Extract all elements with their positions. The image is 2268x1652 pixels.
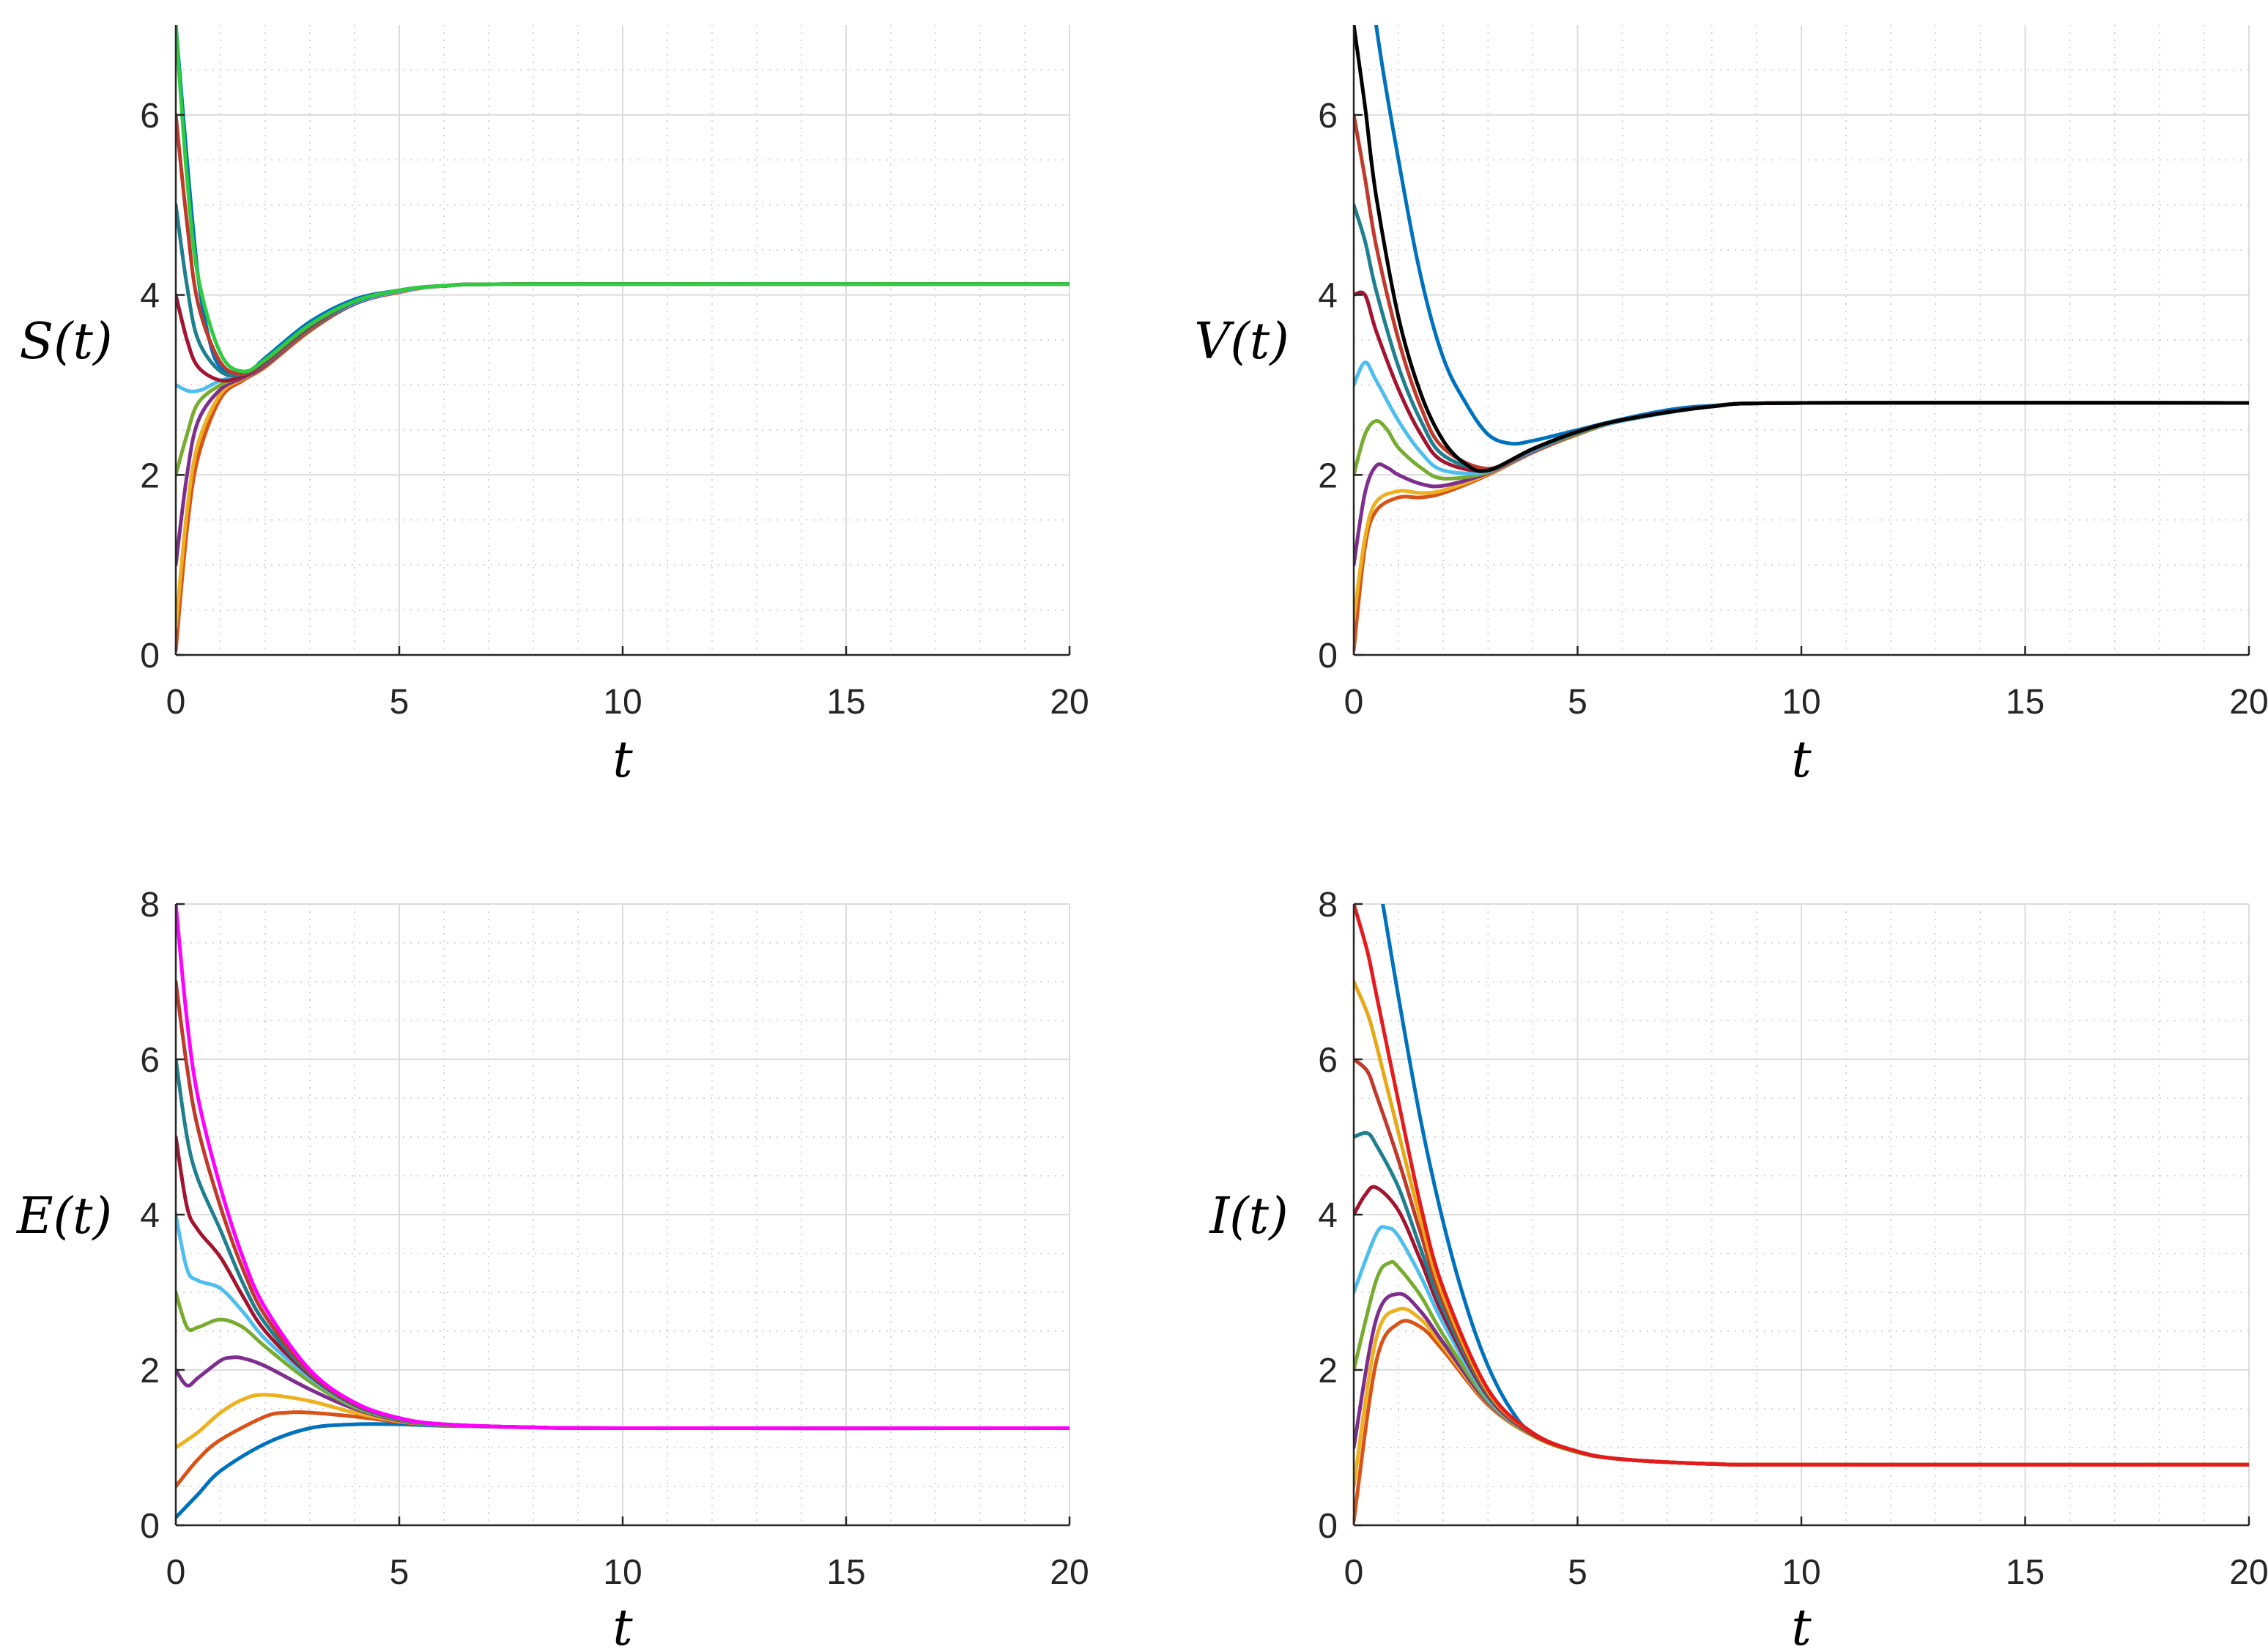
y-tick-label: 2 [140, 456, 160, 495]
x-axis-label: t [1791, 731, 1812, 789]
y-axis-label: I(t) [1208, 1188, 1288, 1245]
y-tick-label: 6 [140, 97, 160, 136]
series-group [176, 904, 1070, 1519]
x-tick-label: 10 [1782, 1553, 1820, 1592]
grid [176, 25, 1070, 655]
x-axis-label: t [612, 731, 633, 789]
y-tick-label: 4 [1318, 277, 1338, 316]
y-axis-label: E(t) [15, 1188, 112, 1245]
y-tick-label: 8 [140, 886, 160, 925]
y-tick-label: 0 [1318, 1507, 1338, 1546]
subplot-v: 0 5 10 15 20 0 2 4 6 V(t) t [1194, 25, 2268, 789]
y-tick-label: 2 [1318, 456, 1338, 495]
x-tick-label: 15 [2006, 1553, 2045, 1592]
y-tick-label: 0 [140, 637, 160, 675]
subplot-s: 0 5 10 15 20 0 2 4 6 S(t) t [20, 25, 1089, 789]
y-axis-label: S(t) [20, 313, 113, 371]
grid [176, 903, 1070, 1525]
y-tick-label: 4 [1318, 1196, 1338, 1235]
y-tick-label: 4 [140, 277, 160, 316]
x-tick-label: 0 [1344, 1553, 1364, 1592]
x-tick-label: 5 [1568, 1553, 1587, 1592]
subplot-i: 0 5 10 15 20 0 2 4 6 8 I(t) t [1208, 886, 2268, 1652]
y-tick-label: 2 [1318, 1352, 1338, 1390]
y-tick-label: 2 [140, 1352, 160, 1390]
x-tick-label: 10 [1782, 683, 1820, 722]
y-tick-label: 0 [1318, 637, 1338, 675]
series-group [1354, 904, 2249, 1524]
x-tick-label: 20 [1050, 1553, 1089, 1592]
y-tick-label: 6 [140, 1041, 160, 1080]
y-tick-label: 6 [1318, 97, 1338, 136]
subplot-e: 0 5 10 15 20 0 2 4 6 8 E(t) t [15, 886, 1089, 1652]
x-tick-label: 10 [603, 683, 642, 722]
x-tick-label: 5 [1568, 683, 1587, 722]
x-tick-label: 10 [603, 1553, 642, 1592]
series-group [1354, 25, 2249, 653]
y-tick-label: 4 [140, 1196, 160, 1235]
x-axis-label: t [1791, 1599, 1812, 1652]
x-tick-label: 15 [826, 1553, 865, 1592]
series-line-10 [176, 904, 1070, 1431]
series-group [176, 25, 1070, 653]
x-tick-label: 5 [390, 683, 410, 722]
grid [1354, 903, 2250, 1525]
x-tick-label: 5 [390, 1553, 410, 1592]
x-tick-label: 0 [166, 683, 186, 722]
x-tick-label: 20 [2229, 683, 2268, 722]
y-tick-label: 6 [1318, 1041, 1338, 1080]
series-line-10 [1354, 25, 2249, 473]
y-axis-label: V(t) [1194, 313, 1289, 371]
series-line-11 [1354, 904, 2249, 1467]
series-line-10 [176, 25, 1070, 374]
x-tick-label: 0 [166, 1553, 186, 1592]
x-tick-label: 20 [2229, 1553, 2268, 1592]
x-tick-label: 20 [1050, 683, 1089, 722]
x-axis-label: t [612, 1599, 633, 1652]
x-tick-label: 0 [1344, 683, 1364, 722]
x-tick-label: 15 [826, 683, 865, 722]
grid [1354, 25, 2250, 655]
y-tick-label: 8 [1318, 886, 1338, 925]
x-tick-label: 15 [2006, 683, 2045, 722]
y-tick-label: 0 [140, 1507, 160, 1546]
